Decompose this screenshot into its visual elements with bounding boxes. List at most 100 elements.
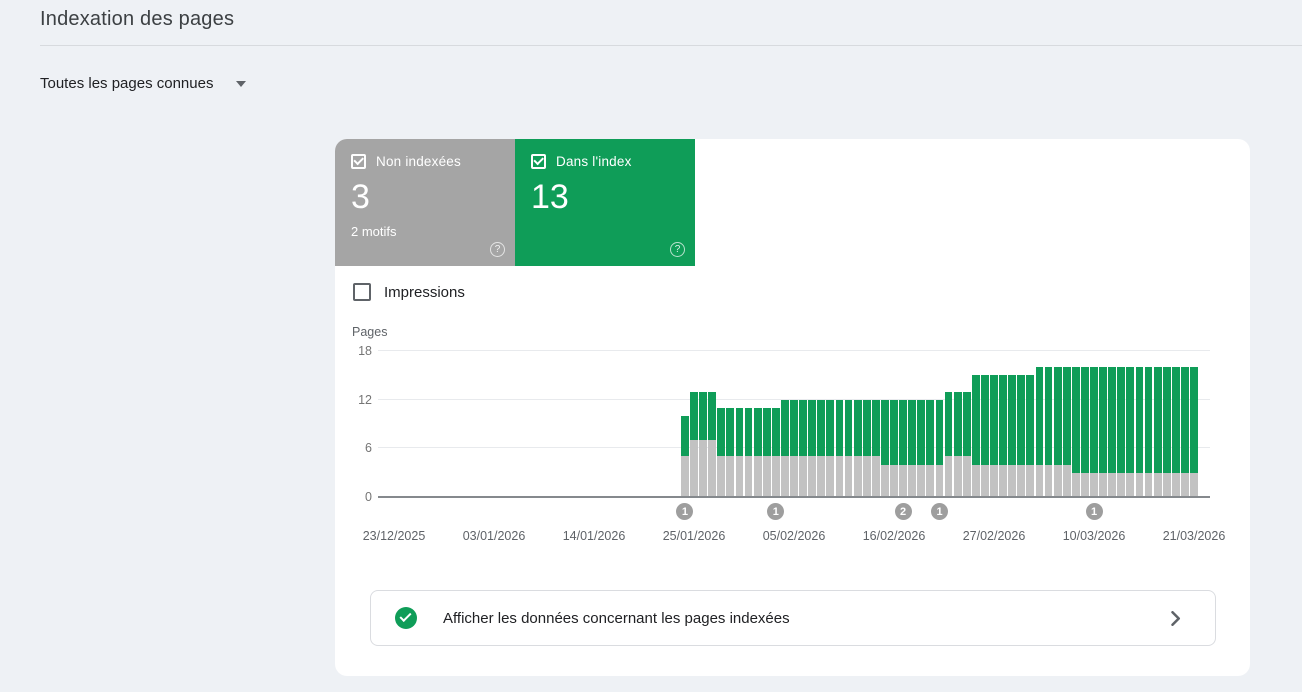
- event-marker[interactable]: 1: [931, 503, 948, 520]
- bar-non-indexed[interactable]: [835, 456, 844, 497]
- bar-non-indexed[interactable]: [1153, 472, 1162, 497]
- tile-non-indexed[interactable]: Non indexées 3 2 motifs: [335, 139, 515, 266]
- bar-non-indexed[interactable]: [871, 456, 880, 497]
- bar-indexed[interactable]: [780, 399, 789, 457]
- bar-non-indexed[interactable]: [1080, 472, 1089, 497]
- bar-non-indexed[interactable]: [680, 456, 689, 497]
- bar-non-indexed[interactable]: [853, 456, 862, 497]
- bar-indexed[interactable]: [908, 399, 917, 465]
- bar-non-indexed[interactable]: [1026, 464, 1035, 497]
- impressions-checkbox-unchecked[interactable]: [353, 283, 371, 301]
- bar-non-indexed[interactable]: [862, 456, 871, 497]
- help-icon[interactable]: [490, 242, 505, 257]
- bar-indexed[interactable]: [1053, 367, 1062, 465]
- bar-non-indexed[interactable]: [1044, 464, 1053, 497]
- checkbox-checked-icon[interactable]: [351, 154, 366, 169]
- bar-non-indexed[interactable]: [708, 440, 717, 497]
- bar-indexed[interactable]: [1135, 367, 1144, 473]
- impressions-toggle[interactable]: Impressions: [353, 283, 465, 301]
- bar-non-indexed[interactable]: [980, 464, 989, 497]
- bar-indexed[interactable]: [944, 391, 953, 457]
- bar-non-indexed[interactable]: [908, 464, 917, 497]
- bar-non-indexed[interactable]: [1180, 472, 1189, 497]
- bar-non-indexed[interactable]: [1135, 472, 1144, 497]
- bar-non-indexed[interactable]: [935, 464, 944, 497]
- event-marker[interactable]: 1: [676, 503, 694, 520]
- bar-non-indexed[interactable]: [1090, 472, 1098, 497]
- bar-non-indexed[interactable]: [753, 456, 762, 497]
- bar-non-indexed[interactable]: [744, 456, 753, 497]
- bar-non-indexed[interactable]: [826, 456, 835, 497]
- bar-non-indexed[interactable]: [1035, 464, 1044, 497]
- bar-indexed[interactable]: [717, 407, 726, 457]
- bar-non-indexed[interactable]: [1126, 472, 1135, 497]
- bar-non-indexed[interactable]: [726, 456, 735, 497]
- tile-indexed[interactable]: Dans l'index 13: [515, 139, 695, 266]
- bar-indexed[interactable]: [953, 391, 962, 457]
- bar-indexed[interactable]: [862, 399, 871, 457]
- bar-non-indexed[interactable]: [1108, 472, 1117, 497]
- bar-non-indexed[interactable]: [1053, 464, 1062, 497]
- bar-non-indexed[interactable]: [1171, 472, 1180, 497]
- bar-indexed[interactable]: [1153, 367, 1162, 473]
- bar-indexed[interactable]: [962, 391, 971, 457]
- bar-non-indexed[interactable]: [1117, 472, 1126, 497]
- bar-indexed[interactable]: [1117, 367, 1126, 473]
- bar-indexed[interactable]: [771, 407, 780, 457]
- bar-indexed[interactable]: [1099, 367, 1108, 473]
- bar-indexed[interactable]: [1062, 367, 1071, 465]
- bar-indexed[interactable]: [799, 399, 808, 457]
- bar-non-indexed[interactable]: [944, 456, 953, 497]
- bar-non-indexed[interactable]: [899, 464, 908, 497]
- bar-indexed[interactable]: [853, 399, 862, 457]
- bar-indexed[interactable]: [1180, 367, 1189, 473]
- bar-indexed[interactable]: [1090, 367, 1098, 473]
- bar-indexed[interactable]: [880, 399, 889, 465]
- bar-indexed[interactable]: [808, 399, 817, 457]
- bar-non-indexed[interactable]: [1099, 472, 1108, 497]
- bar-indexed[interactable]: [1017, 375, 1026, 465]
- bar-indexed[interactable]: [899, 399, 908, 465]
- bar-indexed[interactable]: [980, 375, 989, 465]
- bar-indexed[interactable]: [1126, 367, 1135, 473]
- bar-indexed[interactable]: [890, 399, 898, 465]
- bar-non-indexed[interactable]: [808, 456, 817, 497]
- bar-indexed[interactable]: [871, 399, 880, 457]
- bar-indexed[interactable]: [935, 399, 944, 465]
- bar-indexed[interactable]: [1144, 367, 1153, 473]
- view-indexed-pages-button[interactable]: Afficher les données concernant les page…: [370, 590, 1216, 646]
- bar-non-indexed[interactable]: [999, 464, 1008, 497]
- bar-non-indexed[interactable]: [917, 464, 926, 497]
- bar-non-indexed[interactable]: [690, 440, 698, 497]
- bar-indexed[interactable]: [790, 399, 798, 457]
- help-icon[interactable]: [670, 242, 685, 257]
- bar-non-indexed[interactable]: [990, 464, 998, 497]
- bar-non-indexed[interactable]: [762, 456, 771, 497]
- bar-indexed[interactable]: [817, 399, 826, 457]
- bar-non-indexed[interactable]: [1190, 472, 1198, 497]
- bar-non-indexed[interactable]: [1062, 464, 1071, 497]
- bar-non-indexed[interactable]: [817, 456, 826, 497]
- bar-indexed[interactable]: [1171, 367, 1180, 473]
- bar-non-indexed[interactable]: [1071, 472, 1080, 497]
- checkbox-checked-icon[interactable]: [531, 154, 546, 169]
- bar-non-indexed[interactable]: [1008, 464, 1017, 497]
- bar-indexed[interactable]: [708, 391, 717, 441]
- bar-non-indexed[interactable]: [1017, 464, 1026, 497]
- bar-indexed[interactable]: [844, 399, 853, 457]
- bar-indexed[interactable]: [726, 407, 735, 457]
- bar-non-indexed[interactable]: [771, 456, 780, 497]
- bar-non-indexed[interactable]: [1162, 472, 1171, 497]
- bar-non-indexed[interactable]: [790, 456, 798, 497]
- bar-indexed[interactable]: [1190, 367, 1198, 473]
- bar-non-indexed[interactable]: [926, 464, 935, 497]
- bar-indexed[interactable]: [1035, 367, 1044, 465]
- bar-indexed[interactable]: [999, 375, 1008, 465]
- bar-indexed[interactable]: [1162, 367, 1171, 473]
- bar-indexed[interactable]: [753, 407, 762, 457]
- event-marker[interactable]: 1: [767, 503, 785, 520]
- bar-indexed[interactable]: [1080, 367, 1089, 473]
- bar-indexed[interactable]: [917, 399, 926, 465]
- bar-indexed[interactable]: [1026, 375, 1035, 465]
- bar-non-indexed[interactable]: [844, 456, 853, 497]
